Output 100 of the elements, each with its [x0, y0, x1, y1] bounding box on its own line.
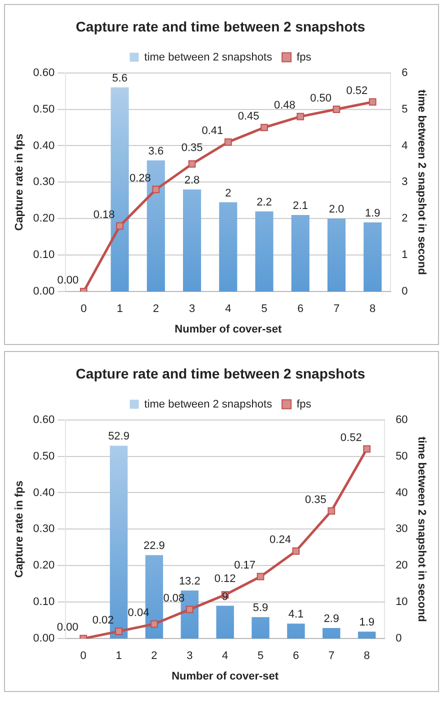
y2-tick-label: 5 [402, 103, 408, 116]
data-label: 0.50 [310, 92, 332, 104]
y2-axis-title: time between 2 snapshot in second [415, 90, 428, 275]
data-label: 0.35 [181, 142, 203, 154]
point [292, 547, 300, 555]
data-label: 52.9 [108, 430, 130, 443]
bar [291, 215, 310, 292]
x-tick-label: 7 [333, 303, 340, 316]
data-label: 0.28 [129, 172, 151, 185]
point [186, 606, 194, 614]
x-tick-label: 1 [116, 303, 123, 316]
y-tick-label: 0.00 [33, 286, 55, 298]
x-axis-title: Number of cover-set [172, 670, 279, 682]
data-label: 2.2 [256, 196, 272, 208]
x-tick-label: 3 [188, 303, 196, 316]
bar [182, 189, 202, 292]
y-tick-label: 0.50 [33, 103, 55, 116]
y2-tick-label: 2 [402, 212, 408, 225]
point [224, 138, 232, 146]
bar [322, 628, 340, 639]
chart-title: Capture rate and time between 2 snapshots [76, 365, 366, 382]
bar [358, 632, 376, 639]
x-axis-title: Number of cover-set [174, 323, 282, 336]
x-tick-label: 4 [225, 303, 232, 316]
point [296, 112, 304, 120]
data-label: 0.00 [56, 622, 78, 634]
legend-label: fps [296, 398, 312, 410]
y2-tick-label: 1 [402, 249, 408, 262]
point [363, 445, 371, 453]
y2-tick-label: 40 [396, 486, 408, 499]
data-label: 22.9 [143, 540, 165, 552]
point [115, 628, 122, 635]
bar [287, 624, 305, 639]
y2-tick-label: 30 [396, 523, 408, 536]
x-tick-label: 3 [186, 650, 193, 662]
y-tick-label: 0.10 [33, 596, 55, 608]
data-label: 2.8 [184, 174, 200, 187]
x-tick-label: 8 [364, 650, 370, 662]
y2-tick-label: 10 [396, 596, 408, 608]
point [188, 160, 196, 168]
x-tick-label: 5 [257, 650, 264, 662]
point [152, 186, 160, 194]
y-tick-label: 0.20 [33, 560, 55, 572]
data-label: 1.9 [364, 207, 380, 220]
point [116, 222, 124, 230]
point [328, 507, 336, 515]
y-tick-label: 0.00 [33, 632, 55, 645]
chart-title: Capture rate and time between 2 snapshots [76, 18, 366, 34]
y2-tick-label: 3 [402, 176, 408, 188]
data-label: 0.41 [202, 125, 224, 138]
x-tick-label: 2 [151, 650, 158, 662]
x-tick-label: 7 [328, 650, 334, 662]
bar [364, 222, 382, 292]
data-label: 5.9 [252, 602, 268, 614]
data-label: 0.52 [340, 432, 362, 444]
data-label: 2.9 [324, 613, 340, 626]
data-label: 13.2 [178, 575, 200, 588]
point [256, 572, 264, 580]
x-tick-label: 0 [80, 650, 86, 662]
y-axis-title: Capture rate in fps [14, 134, 26, 231]
y2-tick-label: 0 [396, 632, 402, 645]
x-tick-label: 6 [297, 303, 304, 316]
legend-label: time between 2 snapshots [144, 398, 273, 410]
data-label: 2.0 [328, 204, 344, 216]
x-tick-label: 6 [292, 650, 300, 662]
x-tick-label: 0 [80, 303, 87, 316]
bar [255, 211, 274, 292]
x-tick-label: 8 [370, 303, 376, 316]
y-tick-label: 0.30 [33, 523, 55, 536]
data-label: 3.6 [148, 145, 164, 158]
data-label: 0.48 [274, 100, 296, 112]
data-label: 0.17 [234, 560, 256, 572]
bar [216, 606, 234, 639]
y-tick-label: 0.50 [33, 450, 55, 462]
y2-tick-label: 50 [396, 450, 408, 462]
data-label: 0.45 [238, 110, 260, 123]
data-label: 0.12 [214, 572, 236, 585]
x-tick-label: 5 [261, 303, 268, 316]
data-label: 0.00 [57, 274, 79, 287]
data-label: 0.52 [346, 85, 368, 98]
y-tick-label: 0.40 [33, 486, 55, 499]
point [150, 620, 158, 628]
y-tick-label: 0.30 [33, 176, 55, 188]
point [332, 106, 340, 113]
y-tick-label: 0.10 [33, 249, 55, 262]
y2-tick-label: 60 [396, 414, 408, 426]
data-label: 1.9 [359, 616, 374, 629]
x-tick-label: 2 [152, 303, 159, 316]
bar [252, 617, 270, 639]
data-label: 0.35 [304, 494, 326, 506]
bar [327, 218, 346, 292]
x-tick-label: 4 [222, 650, 228, 662]
point [260, 124, 268, 132]
data-label: 0.24 [270, 534, 291, 546]
y2-axis-title: time between 2 snapshot in second [415, 436, 428, 622]
x-tick-label: 1 [116, 650, 122, 662]
data-label: 5.6 [112, 72, 128, 84]
data-label: 2.1 [292, 200, 308, 212]
data-label: 2 [225, 187, 232, 200]
y2-tick-label: 20 [396, 560, 408, 572]
